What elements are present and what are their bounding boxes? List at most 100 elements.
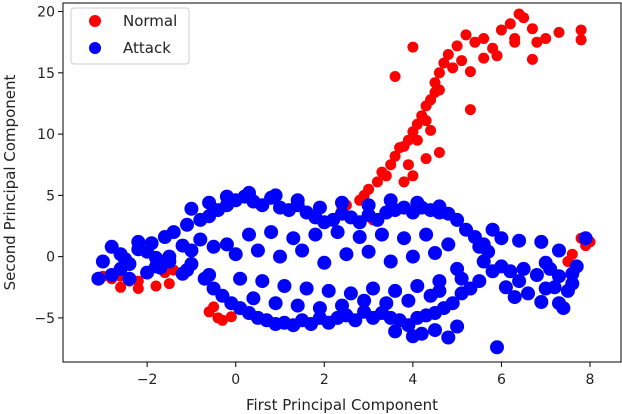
y-axis-ticks: −5 0 5 10 15 20: [34, 5, 63, 327]
point-normal-45: [411, 134, 423, 146]
point-attack-117: [472, 239, 487, 254]
point-attack-51: [348, 313, 363, 328]
point-attack-186: [432, 199, 447, 214]
point-attack-107: [498, 280, 513, 295]
point-attack-138: [175, 238, 190, 253]
point-attack-133: [405, 249, 420, 264]
point-attack-129: [317, 255, 332, 270]
point-attack-165: [454, 271, 469, 286]
point-attack-181: [312, 200, 327, 215]
point-attack-90: [490, 340, 504, 355]
point-normal-14: [442, 49, 454, 60]
point-normal-67: [115, 281, 127, 293]
point-attack-156: [255, 274, 270, 289]
point-normal-8: [518, 12, 530, 24]
x-tick-label-2: 2: [320, 372, 329, 388]
point-normal-50: [407, 170, 419, 182]
point-attack-150: [441, 237, 456, 252]
legend-label-normal: Normal: [123, 12, 177, 30]
point-attack-130: [339, 247, 354, 262]
point-attack-185: [410, 195, 425, 210]
point-attack-158: [299, 281, 314, 296]
point-normal-5: [495, 24, 507, 36]
x-axis-ticks: −2 0 2 4 6 8: [137, 362, 594, 388]
point-normal-55: [509, 36, 521, 48]
point-normal-46: [398, 140, 410, 152]
point-normal-49: [402, 159, 414, 171]
point-normal-12: [575, 24, 587, 36]
point-attack-79: [472, 274, 487, 289]
point-normal-69: [150, 280, 162, 292]
point-normal-39: [531, 36, 543, 48]
point-attack-109: [529, 268, 544, 282]
y-tick-label-0: −5: [34, 311, 55, 327]
point-attack-159: [321, 283, 336, 298]
point-attack-73: [445, 296, 460, 311]
point-attack-91: [507, 290, 522, 305]
point-attack-152: [153, 260, 168, 275]
point-attack-182: [335, 195, 349, 210]
plot-frame: [62, 2, 622, 363]
point-attack-167: [268, 296, 283, 311]
point-attack-108: [516, 261, 531, 276]
point-attack-89: [450, 319, 465, 334]
y-tick-label-3: 10: [37, 127, 55, 143]
points-layer: [91, 8, 596, 355]
point-normal-34: [389, 71, 401, 82]
point-normal-64: [225, 311, 237, 323]
point-attack-115: [494, 231, 509, 246]
point-attack-170: [335, 298, 349, 313]
point-attack-145: [330, 225, 345, 240]
point-attack-144: [308, 227, 323, 242]
point-attack-111: [560, 283, 575, 298]
point-attack-88: [441, 330, 456, 345]
point-attack-92: [521, 286, 535, 301]
point-normal-42: [433, 84, 445, 96]
point-normal-44: [425, 124, 437, 136]
point-normal-29: [371, 176, 383, 188]
point-normal-16: [433, 67, 445, 79]
point-attack-153: [180, 263, 194, 278]
point-attack-178: [242, 185, 256, 200]
point-normal-66: [203, 306, 215, 318]
point-attack-162: [388, 283, 403, 298]
point-attack-95: [547, 280, 562, 295]
point-attack-135: [104, 239, 119, 254]
point-attack-87: [405, 329, 420, 344]
point-attack-125: [228, 247, 243, 262]
point-attack-106: [494, 259, 509, 274]
point-attack-93: [534, 295, 549, 309]
point-attack-128: [295, 243, 310, 258]
point-normal-13: [575, 34, 587, 46]
point-attack-110: [538, 255, 553, 270]
legend-marker-attack: [89, 42, 101, 54]
point-attack-174: [423, 288, 438, 303]
y-tick-label-2: 5: [46, 188, 55, 204]
point-attack-157: [277, 279, 292, 293]
point-attack-14: [180, 217, 194, 232]
point-normal-1: [460, 29, 472, 41]
point-attack-183: [361, 198, 376, 213]
point-attack-177: [219, 189, 234, 204]
x-axis-label: First Principal Component: [246, 396, 438, 414]
point-normal-40: [456, 55, 468, 67]
point-normal-63: [216, 314, 228, 326]
point-normal-2: [469, 36, 481, 48]
point-attack-116: [485, 222, 500, 237]
point-normal-23: [407, 126, 419, 138]
point-normal-27: [385, 159, 397, 171]
point-normal-35: [407, 41, 419, 53]
point-attack-104: [512, 274, 527, 289]
point-normal-37: [491, 50, 503, 62]
point-attack-85: [428, 323, 442, 338]
point-attack-131: [361, 244, 376, 259]
point-attack-99: [569, 259, 584, 274]
point-normal-20: [420, 100, 432, 112]
point-normal-3: [478, 52, 490, 64]
point-attack-126: [250, 243, 265, 258]
point-normal-0: [451, 40, 463, 52]
point-normal-47: [433, 147, 445, 158]
point-normal-56: [526, 53, 538, 65]
